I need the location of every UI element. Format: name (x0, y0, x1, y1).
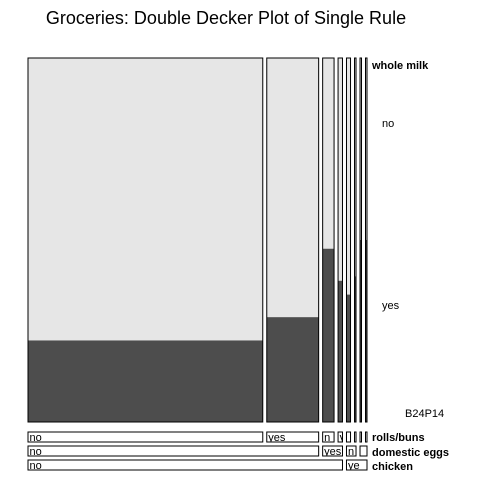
factor-rolls-buns-bar (337, 431, 343, 443)
factor-domestic-eggs-label: no (30, 446, 42, 458)
bar-outline (337, 57, 343, 423)
factor-rolls-buns-bar (322, 431, 335, 443)
bar-segment-no (28, 58, 263, 341)
response-level-no-label: no (382, 118, 394, 130)
bar-segment-yes (354, 276, 357, 422)
factor-rolls-buns-bar (345, 431, 352, 443)
bar-segment-yes (338, 280, 343, 422)
bar-segment-no (322, 58, 335, 249)
factor-domestic-eggs-bar (27, 445, 320, 457)
factor-rolls-buns-label: y (340, 432, 346, 444)
factor-chicken-label: no (30, 460, 42, 472)
factor-domestic-eggs-bar (345, 445, 357, 457)
factor-label-domestic-eggs: domestic eggs (372, 447, 449, 459)
factor-chicken-bar (345, 459, 368, 471)
factor-chicken-bar (27, 459, 343, 471)
bar-segment-no (360, 58, 362, 240)
factor-domestic-eggs-label: n (348, 446, 354, 458)
annotation-label: B24P14 (405, 408, 444, 420)
factor-rolls-buns-label: no (30, 432, 42, 444)
factor-rolls-buns-bar (359, 431, 363, 443)
factor-label-chicken: chicken (372, 461, 413, 473)
factor-domestic-eggs-label: yes (324, 446, 342, 458)
bar-segment-no (266, 58, 319, 318)
factor-label-rolls-buns: rolls/buns (372, 432, 425, 444)
bar-segment-no (338, 58, 343, 281)
factor-domestic-eggs-bar (359, 445, 368, 457)
factor-domestic-eggs-bar (322, 445, 343, 457)
bar-segment-yes (346, 294, 351, 422)
factor-rolls-buns-bar (365, 431, 368, 443)
bar-segment-no (365, 58, 367, 240)
bar-outline (365, 57, 368, 423)
bar-segment-no (346, 58, 351, 295)
bar-segment-yes (360, 240, 362, 422)
factor-rolls-buns-bar (266, 431, 320, 443)
factor-chicken-label: ye (348, 460, 360, 472)
bar-segment-yes (28, 340, 263, 422)
bar-segment-no (354, 58, 357, 277)
bar-outline (359, 57, 363, 423)
bar-outline (322, 57, 335, 423)
factor-rolls-buns-bar (354, 431, 357, 443)
response-variable-label: whole milk (371, 60, 429, 72)
factor-rolls-buns-label: n (324, 432, 330, 444)
factor-rolls-buns-bar (27, 431, 264, 443)
bar-outline (266, 57, 320, 423)
bar-segment-yes (266, 317, 319, 422)
plot-area (27, 57, 368, 423)
response-level-yes-label: yes (382, 300, 400, 312)
bar-outline (354, 57, 357, 423)
bar-segment-yes (365, 240, 367, 422)
factor-bars: no yes n yno yes nno ye (27, 431, 368, 472)
bar-outline (27, 57, 264, 423)
bar-segment-yes (322, 248, 335, 422)
chart-title: Groceries: Double Decker Plot of Single … (46, 8, 406, 28)
factor-rolls-buns-label: yes (268, 432, 286, 444)
bar-outline (345, 57, 352, 423)
